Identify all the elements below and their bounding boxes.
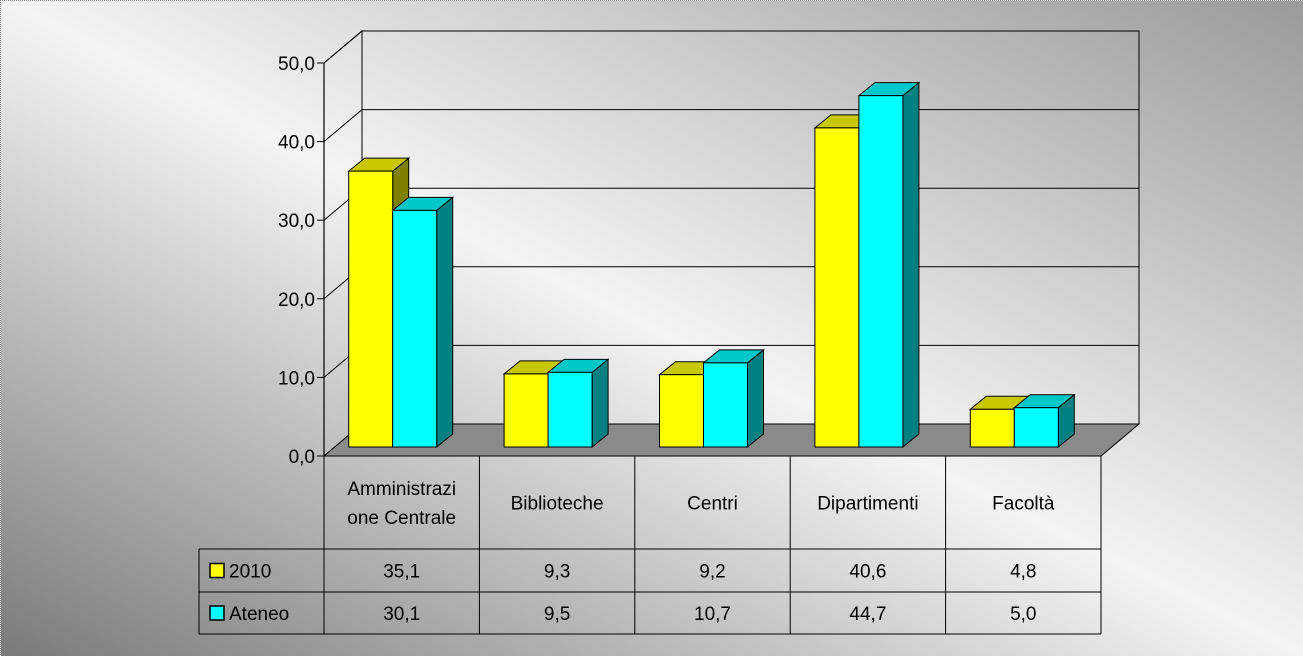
legend-swatch-2010: [209, 562, 225, 579]
bar-front: [1013, 407, 1059, 448]
bar-ateneo-2: [546, 358, 610, 449]
x-category-label: one Centrale: [347, 508, 456, 529]
bar-front: [392, 209, 438, 448]
bar-front: [659, 374, 704, 448]
y-tick-label: 10,0: [278, 368, 315, 389]
data-label: 30,1: [383, 604, 420, 625]
bar-ateneo-5: [1012, 393, 1076, 449]
data-label: 9,5: [544, 604, 570, 625]
bar-side: [747, 348, 764, 449]
bar-side: [591, 358, 609, 449]
bar-front: [969, 408, 1015, 448]
y-tick-label: 0,0: [289, 447, 315, 468]
gridline-side: [323, 109, 363, 142]
x-category-label: Centri: [687, 494, 738, 515]
bar-front: [348, 170, 394, 448]
bar-front: [814, 127, 860, 448]
x-category-label: Amministrazi: [347, 479, 456, 500]
y-tick-label: 20,0: [278, 290, 315, 311]
data-label: 4,8: [1010, 562, 1036, 583]
data-label: 5,0: [1010, 604, 1036, 625]
y-tick-label: 40,0: [278, 133, 315, 154]
legend-swatch-ateneo: [209, 605, 225, 621]
bar-front: [703, 362, 748, 448]
bar-side: [436, 196, 454, 449]
gridline-side: [323, 30, 363, 64]
data-label: 9,2: [699, 562, 725, 583]
bar-front: [858, 95, 904, 448]
data-label: 35,1: [383, 562, 420, 583]
data-label: 9,3: [544, 562, 570, 583]
bar-front: [547, 371, 593, 448]
bar-ateneo-1: [391, 196, 455, 449]
bar-ateneo-3: [702, 348, 765, 449]
x-category-label: Dipartimenti: [817, 494, 918, 515]
y-tick-label: 50,0: [278, 54, 315, 75]
bar-front: [503, 373, 549, 448]
bar-side: [902, 81, 920, 449]
legend-label-2010: 2010: [229, 562, 271, 583]
y-tick-label: 30,0: [278, 211, 315, 232]
data-label: 10,7: [694, 604, 731, 625]
data-label: 40,6: [849, 562, 886, 583]
legend-label-ateneo: Ateneo: [229, 604, 289, 625]
data-label: 44,7: [849, 604, 886, 625]
x-category-label: Biblioteche: [511, 494, 604, 515]
bar-ateneo-4: [857, 81, 921, 449]
x-category-label: Facoltà: [992, 494, 1055, 515]
